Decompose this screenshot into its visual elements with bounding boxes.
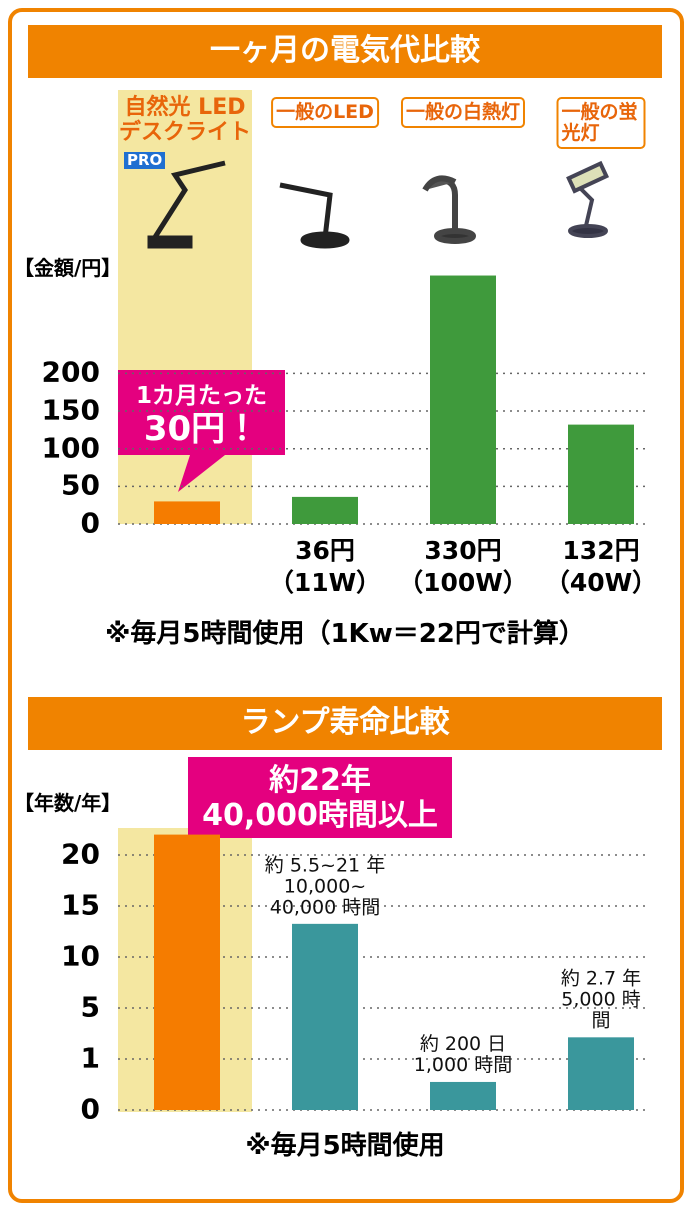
lamp-icon: [279, 182, 350, 249]
y-axis-label: 【金額/円】: [14, 256, 122, 280]
bar-label: 約 2.7 年 5,000 時間: [557, 967, 646, 1032]
y-tick-label: 0: [80, 1092, 100, 1126]
frame: [8, 8, 684, 1203]
category-label: 自然光 LED デスクライト: [118, 95, 251, 146]
value-label: 約 200 日: [419, 1033, 507, 1056]
callout-value: 約22年: [269, 763, 371, 798]
bar-label: 約 200 日 1,000 時間: [414, 1034, 512, 1076]
y-tick-label: 200: [41, 356, 100, 390]
value-label: 約 5.5~21 年: [264, 854, 386, 877]
lamp-icon: [566, 160, 610, 238]
section-title: ランプ寿命比較: [240, 705, 450, 740]
header-bar: [28, 25, 662, 78]
hours-label: 5,000 時間: [561, 988, 641, 1032]
section-title: 一ヶ月の電気代比較: [210, 33, 480, 68]
lamp-icon: [147, 160, 226, 249]
bar: [154, 501, 220, 524]
power-label: （11W）: [268, 568, 382, 597]
value-label: 330円: [424, 536, 502, 565]
bar: [154, 834, 220, 1110]
y-tick-label: 1: [80, 1041, 100, 1075]
bar: [430, 275, 496, 524]
y-tick-label: 20: [61, 837, 100, 871]
y-tick-label: 0: [80, 506, 100, 540]
header-bar: [28, 697, 662, 750]
callout-hours: 40,000時間以上: [202, 798, 438, 833]
y-tick-label: 15: [61, 888, 100, 922]
bar-label: 約 5.5~21 年 10,000~ 40,000 時間: [265, 855, 385, 918]
callout-box: [118, 370, 285, 492]
bar: [292, 923, 358, 1110]
callout-annotation: 1カ月たった 30円！: [135, 383, 267, 450]
value-label: 36円: [295, 536, 355, 565]
footnote: ※毎月5時間使用（1Kw＝22円で計算）: [105, 619, 585, 649]
bar: [292, 496, 358, 524]
y-axis-label: 【年数/年】: [14, 791, 122, 815]
value-label: 132円: [562, 536, 640, 565]
power-label: （40W）: [544, 568, 658, 597]
hours-label: 10,000~ 40,000 時間: [269, 875, 381, 918]
y-tick-label: 100: [41, 431, 100, 465]
y-tick-label: 50: [61, 468, 100, 502]
bar: [568, 424, 634, 524]
hours-label: 1,000 時間: [413, 1054, 513, 1077]
category-label: 一般の蛍光灯: [556, 97, 646, 149]
bar: [430, 1081, 496, 1110]
y-tick-label: 150: [41, 393, 100, 427]
badge: PRO: [124, 152, 166, 169]
category-label: 一般の白熱灯: [400, 97, 526, 128]
footnote: ※毎月5時間使用: [245, 1131, 445, 1161]
callout-box: [188, 757, 452, 838]
bar: [568, 1037, 634, 1110]
value-label: 約 2.7 年: [560, 967, 642, 990]
lamp-icon: [422, 175, 476, 244]
y-tick-label: 10: [61, 939, 100, 973]
y-tick-label: 5: [80, 990, 100, 1024]
category-label: 一般のLED: [271, 97, 379, 128]
power-label: （100W）: [398, 568, 528, 597]
